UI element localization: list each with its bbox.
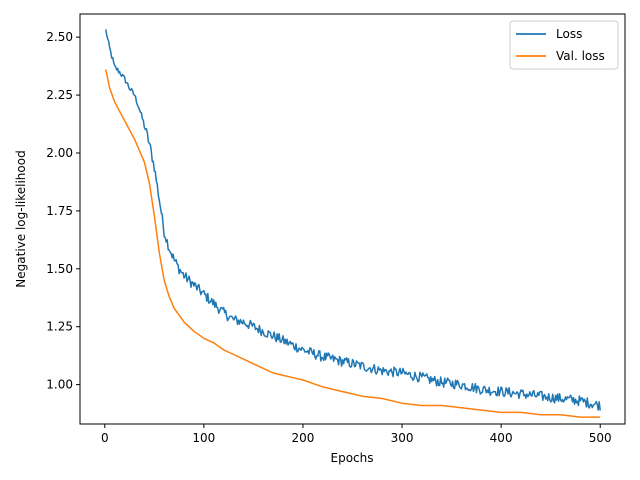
y-tick-label: 2.50 xyxy=(46,30,73,44)
series-line-loss xyxy=(105,29,601,411)
legend-box xyxy=(509,20,619,70)
legend: Loss Val. loss xyxy=(509,20,619,70)
plot-area xyxy=(80,14,625,424)
y-tick-label: 1.25 xyxy=(46,320,73,334)
x-axis-label: Epochs xyxy=(331,451,374,465)
y-tick-label: 1.50 xyxy=(46,262,73,276)
series-line-val-loss xyxy=(105,69,601,418)
legend-label-loss: Loss xyxy=(556,27,582,41)
axes-layer: 0 100 200 300 400 500 1.00 1.25 1.50 1.75 2.00 2.25… xyxy=(46,30,611,445)
x-tick-label: 200 xyxy=(292,431,315,445)
x-tick-label: 100 xyxy=(192,431,215,445)
x-tick-label: 400 xyxy=(490,431,513,445)
y-tick-label: 1.00 xyxy=(46,378,73,392)
legend-label-val-loss: Val. loss xyxy=(556,49,605,63)
x-tick-label: 500 xyxy=(589,431,612,445)
y-axis-label: Negative log-likelihood xyxy=(14,150,28,287)
x-tick-label: 0 xyxy=(101,431,109,445)
y-tick-label: 1.75 xyxy=(46,204,73,218)
y-tick-label: 2.25 xyxy=(46,88,73,102)
y-tick-label: 2.00 xyxy=(46,146,73,160)
axes-frame xyxy=(79,13,626,425)
x-tick-label: 300 xyxy=(391,431,414,445)
series-layer xyxy=(105,29,601,418)
